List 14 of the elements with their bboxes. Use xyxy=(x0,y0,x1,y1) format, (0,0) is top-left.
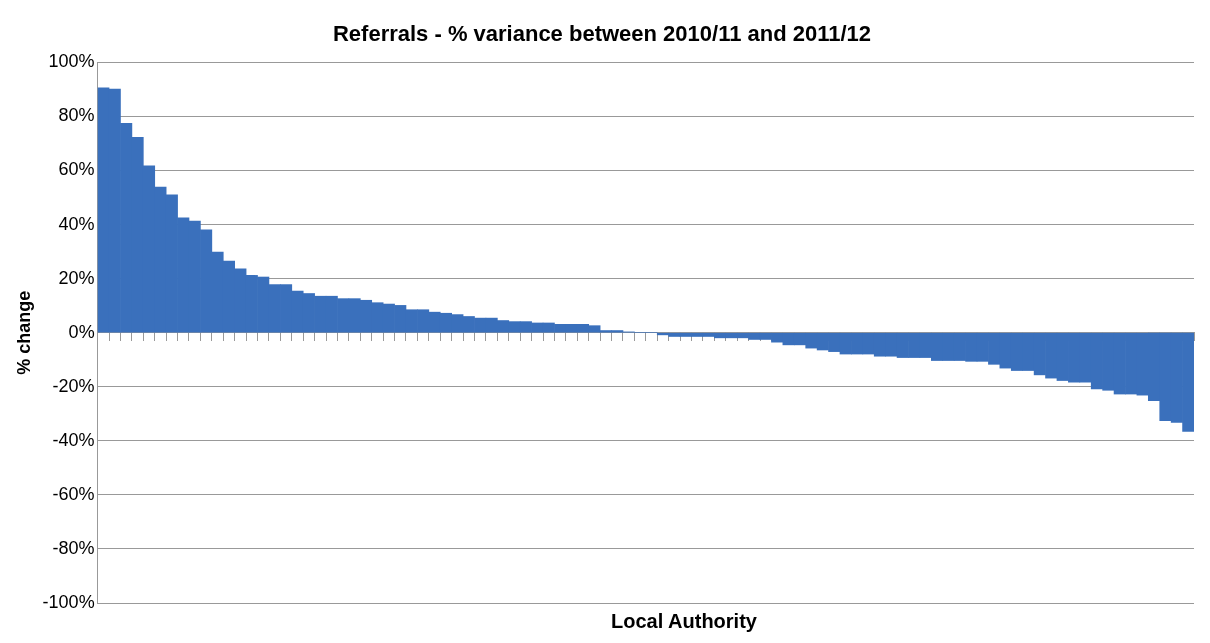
y-tick-label: -60% xyxy=(52,483,95,504)
y-tick-label: 20% xyxy=(58,267,95,288)
y-tick-label: 60% xyxy=(58,159,95,180)
y-tick-label: -80% xyxy=(52,537,95,558)
y-tick-label: -20% xyxy=(52,375,95,396)
y-tick-label: 80% xyxy=(58,105,95,126)
y-axis-title: % change xyxy=(13,290,34,375)
y-tick-label: -100% xyxy=(42,591,95,612)
y-tick-label: -40% xyxy=(52,429,95,450)
x-axis-title: Local Authority xyxy=(610,610,758,633)
y-tick-label: 40% xyxy=(58,213,95,234)
y-tick-label: 0% xyxy=(68,321,95,342)
y-tick-label: 100% xyxy=(48,51,95,72)
chart-title: Referrals - % variance between 2010/11 and 2011/12 xyxy=(332,21,872,47)
